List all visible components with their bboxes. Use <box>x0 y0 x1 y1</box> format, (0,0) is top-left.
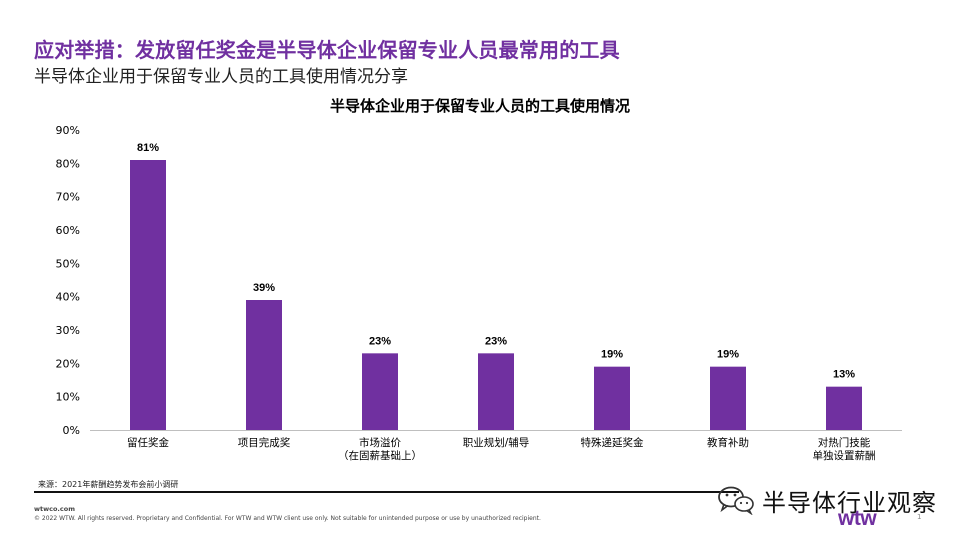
footer-legal: © 2022 WTW. All rights reserved. Proprie… <box>34 515 541 522</box>
y-tick-label: 10% <box>56 391 80 404</box>
bar <box>130 160 166 430</box>
bar <box>362 353 398 430</box>
bar <box>826 386 862 430</box>
footer-site: wtwco.com <box>34 505 75 513</box>
page-subtitle: 半导体企业用于保留专业人员的工具使用情况分享 <box>34 67 408 87</box>
x-tick-label: 教育补助 <box>707 436 749 449</box>
wechat-icon <box>718 486 754 515</box>
x-tick-label: 留任奖金 <box>127 436 169 449</box>
y-tick-label: 40% <box>56 291 80 304</box>
bar <box>246 300 282 430</box>
y-tick-label: 0% <box>63 424 80 437</box>
y-tick-label: 90% <box>56 124 80 137</box>
bar <box>478 353 514 430</box>
brand-logo: wtw <box>838 507 877 530</box>
x-tick-label: 市场溢价 <box>359 436 401 449</box>
data-label: 81% <box>137 142 159 154</box>
data-label: 13% <box>833 369 855 381</box>
watermark-text: 半导体行业观察 <box>762 488 937 517</box>
y-tick-label: 70% <box>56 191 80 204</box>
data-label: 23% <box>369 335 391 347</box>
x-tick-label: 职业规划/辅导 <box>463 436 530 449</box>
footer-divider <box>34 491 739 493</box>
source-note: 来源：2021年薪酬趋势发布会前小调研 <box>38 480 179 489</box>
y-tick-label: 20% <box>56 357 80 370</box>
page-title: 应对举措：发放留任奖金是半导体企业保留专业人员最常用的工具 <box>34 38 620 62</box>
y-tick-label: 60% <box>56 224 80 237</box>
page-number: 1 <box>917 513 922 521</box>
data-label: 39% <box>253 282 275 294</box>
watermark: 半导体行业观察 <box>716 482 937 518</box>
y-tick-label: 50% <box>56 257 80 270</box>
data-label: 23% <box>485 335 507 347</box>
y-tick-label: 30% <box>56 324 80 337</box>
x-tick-label: 项目完成奖 <box>238 436 291 449</box>
x-tick-label: 对热门技能 <box>818 436 871 449</box>
y-tick-label: 80% <box>56 157 80 170</box>
x-tick-label: （在固薪基础上） <box>338 449 422 462</box>
bar <box>594 366 630 430</box>
bar <box>710 366 746 430</box>
data-label: 19% <box>717 349 739 361</box>
x-tick-label: 单独设置薪酬 <box>813 449 876 462</box>
x-tick-label: 特殊递延奖金 <box>581 436 644 449</box>
data-label: 19% <box>601 349 623 361</box>
chart-title: 半导体企业用于保留专业人员的工具使用情况 <box>329 97 630 115</box>
